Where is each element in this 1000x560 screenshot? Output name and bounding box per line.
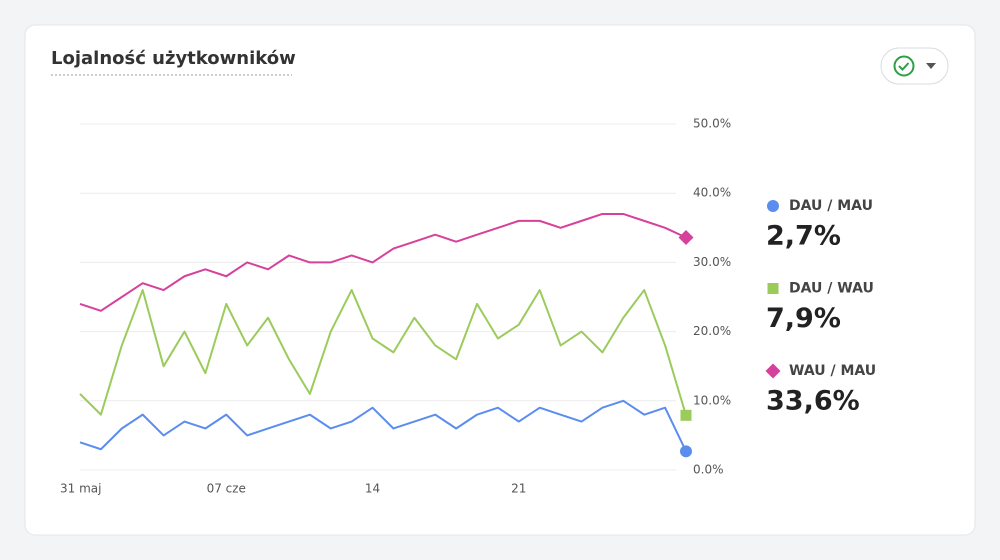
legend-label: WAU / MAU: [789, 363, 876, 379]
legend-label: DAU / MAU: [789, 198, 873, 214]
legend-value: 7,9%: [766, 303, 841, 334]
y-tick-label: 30.0%: [693, 255, 731, 269]
legend-label: DAU / WAU: [789, 281, 874, 297]
series-line: [79, 212, 687, 312]
y-tick-label: 20.0%: [693, 324, 731, 338]
marker: [680, 409, 692, 421]
x-tick-label: 21: [511, 482, 526, 496]
legend-marker: [767, 200, 779, 212]
legend-marker: [765, 363, 781, 379]
chart-title: Lojalność użytkowników: [51, 48, 296, 69]
filter-button[interactable]: [880, 47, 949, 85]
y-tick-label: 10.0%: [693, 393, 731, 407]
marker: [678, 229, 694, 245]
x-tick-label: 14: [365, 482, 380, 496]
card: [24, 24, 976, 536]
x-tick-label: 07 cze: [207, 482, 246, 496]
series-line: [79, 289, 687, 416]
y-tick-label: 50.0%: [693, 117, 731, 131]
y-tick-label: 0.0%: [693, 463, 724, 477]
y-tick-label: 40.0%: [693, 186, 731, 200]
legend-value: 2,7%: [766, 221, 841, 252]
series-line: [79, 399, 687, 452]
x-tick-label: 31 maj: [60, 482, 101, 496]
marker: [680, 445, 692, 458]
legend-value: 33,6%: [766, 386, 860, 417]
legend-marker: [767, 283, 779, 294]
